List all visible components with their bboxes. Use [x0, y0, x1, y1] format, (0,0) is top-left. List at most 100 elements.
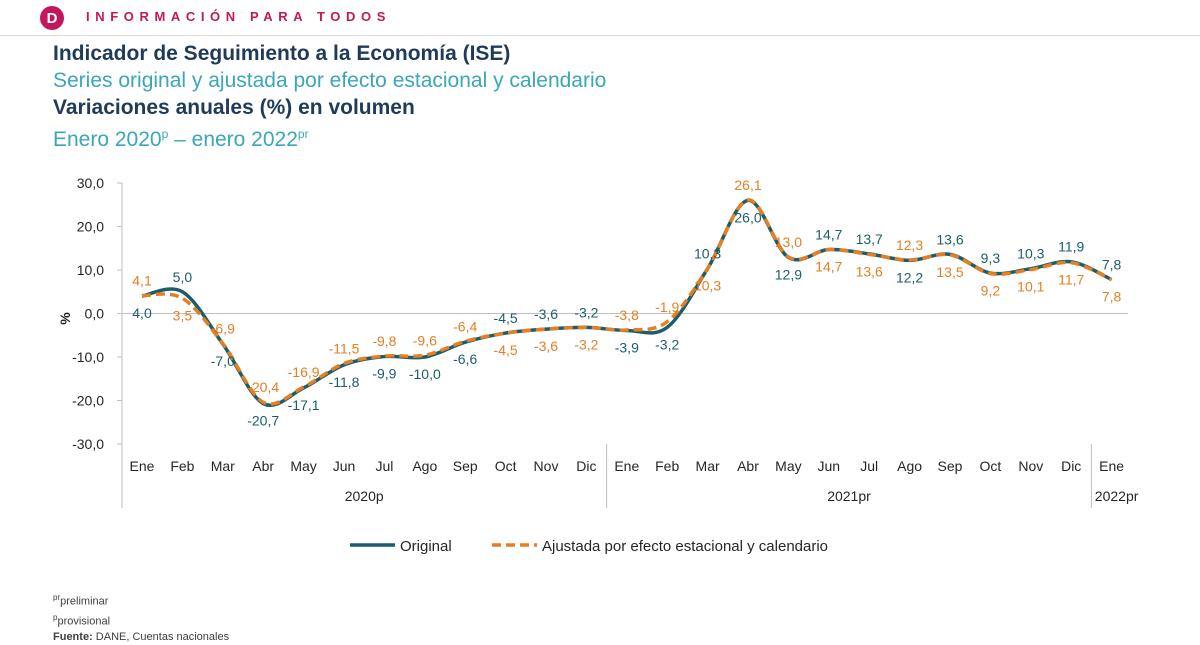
data-label-original: 26,0 — [734, 209, 761, 225]
x-tick-label: Ene — [1099, 458, 1124, 474]
x-tick-label: Nov — [1018, 458, 1043, 474]
data-label-original: -9,9 — [372, 366, 396, 382]
data-label-ajustada: 13,0 — [775, 234, 802, 250]
data-label-original: 4,0 — [132, 305, 152, 321]
data-label-ajustada: -4,5 — [494, 342, 518, 358]
dane-logo: D — [40, 6, 64, 30]
data-label-original: -3,2 — [655, 336, 679, 352]
x-tick-label: Oct — [495, 458, 517, 474]
header-banner: D INFORMACIÓN PARA TODOS — [0, 0, 1200, 36]
data-label-original: 12,9 — [775, 266, 802, 282]
data-label-original: 10,3 — [1017, 246, 1044, 262]
legend-label-ajustada: Ajustada por efecto estacional y calenda… — [542, 538, 828, 555]
footnote-preliminar: prpreliminar — [53, 593, 109, 608]
data-label-ajustada: 13,5 — [936, 264, 963, 280]
data-label-original: -3,2 — [574, 304, 598, 320]
data-label-ajustada: -9,8 — [372, 333, 396, 349]
year-label: 2021pr — [827, 488, 871, 504]
footnote-source: Fuente: DANE, Cuentas nacionales — [53, 631, 230, 644]
y-tick-label: 20,0 — [77, 219, 104, 235]
data-label-ajustada: -16,9 — [288, 364, 320, 380]
data-label-original: -4,5 — [494, 310, 518, 326]
data-label-ajustada: -9,6 — [413, 332, 437, 348]
chart-title-2: Variaciones anuales (%) en volumen — [53, 96, 415, 119]
data-label-original: -10,0 — [409, 366, 441, 382]
x-tick-label: Ago — [897, 458, 922, 474]
data-label-original: -20,7 — [247, 413, 279, 429]
period-start: Enero 2020 — [53, 128, 162, 151]
data-label-ajustada: -11,5 — [329, 341, 360, 357]
data-label-original: -3,9 — [615, 339, 639, 355]
data-label-original: -6,6 — [453, 351, 477, 367]
data-label-original: -3,6 — [534, 306, 558, 322]
footnote-provisional: pprovisional — [53, 612, 111, 628]
banner-tagline: INFORMACIÓN PARA TODOS — [86, 9, 391, 24]
data-label-ajustada: -6,4 — [453, 318, 477, 334]
data-label-original: 9,3 — [981, 250, 1001, 266]
data-label-ajustada: 11,7 — [1058, 272, 1084, 288]
x-tick-label: May — [290, 458, 316, 474]
data-label-original: 13,7 — [856, 231, 883, 247]
y-tick-label: 10,0 — [77, 262, 104, 278]
data-label-original: -17,1 — [288, 397, 320, 413]
x-tick-label: Nov — [534, 458, 559, 474]
y-tick-label: 30,0 — [77, 175, 104, 191]
data-label-original: 10,3 — [694, 246, 721, 262]
legend-label-original: Original — [400, 538, 452, 555]
year-label: 2020p — [345, 488, 384, 504]
data-label-ajustada: -6,9 — [211, 321, 235, 337]
x-tick-label: Feb — [170, 458, 194, 474]
data-label-ajustada: 14,7 — [815, 259, 842, 275]
chart-titles: Indicador de Seguimiento a la Economía (… — [53, 40, 1153, 153]
data-label-original: 13,6 — [936, 231, 963, 247]
data-label-ajustada: -3,8 — [615, 307, 639, 323]
x-tick-label: Mar — [211, 458, 235, 474]
line-chart: 30,0 20,0 10,0 0,0 -10,0 -20,0 -30,0% Ene Feb Mar… — [57, 175, 1139, 555]
x-tick-label: Ago — [412, 458, 437, 474]
chart-period: Enero 2020p – enero 2022pr — [53, 121, 1153, 153]
x-tick-label: Mar — [696, 458, 720, 474]
period-sep: – — [168, 128, 192, 151]
x-tick-label: Sep — [453, 458, 478, 474]
data-label-ajustada: -3,6 — [534, 338, 558, 354]
data-label-original: -11,8 — [329, 374, 360, 390]
data-label-original: 7,8 — [1102, 257, 1122, 273]
x-tick-label: Sep — [938, 458, 963, 474]
period-start-sup: p — [161, 127, 169, 141]
x-tick-label: Oct — [980, 458, 1002, 474]
year-label: 2022pr — [1095, 488, 1139, 504]
data-label-ajustada: -20,4 — [247, 379, 279, 395]
x-tick-label: Ene — [130, 458, 155, 474]
data-label-ajustada: 12,3 — [896, 237, 923, 253]
x-tick-label: Abr — [737, 458, 759, 474]
x-tick-label: Ene — [614, 458, 639, 474]
data-label-ajustada: 3,5 — [173, 307, 193, 323]
y-axis-label: % — [57, 312, 73, 325]
period-end: enero 2022 — [191, 128, 298, 151]
x-tick-label: Jul — [375, 458, 393, 474]
banner-divider — [0, 35, 1200, 36]
x-tick-label: Dic — [1061, 458, 1081, 474]
period-end-sup: pr — [297, 127, 309, 141]
x-tick-label: Feb — [655, 458, 679, 474]
data-label-original: -7,0 — [211, 353, 235, 369]
data-label-ajustada: -3,2 — [574, 336, 598, 352]
data-label-original: 11,9 — [1058, 239, 1084, 255]
data-label-ajustada: 10,1 — [1017, 279, 1044, 295]
data-label-ajustada: 4,1 — [132, 273, 152, 289]
data-label-ajustada: -1,9 — [655, 299, 679, 315]
x-tick-label: Dic — [576, 458, 596, 474]
data-label-original: 12,2 — [896, 269, 923, 285]
data-label-original: 5,0 — [173, 269, 193, 285]
y-tick-label: 0,0 — [85, 306, 105, 322]
x-tick-label: Jun — [818, 458, 841, 474]
data-label-ajustada: 9,2 — [981, 282, 1001, 298]
y-tick-label: -30,0 — [72, 436, 104, 452]
footnotes: prpreliminar pprovisional Fuente: DANE, … — [53, 590, 229, 645]
x-tick-label: Jul — [860, 458, 878, 474]
x-tick-label: Abr — [252, 458, 274, 474]
x-tick-label: Jun — [333, 458, 356, 474]
x-tick-label: May — [775, 458, 801, 474]
chart-subtitle: Series original y ajustada por efecto es… — [53, 69, 607, 92]
data-label-ajustada: 26,1 — [734, 177, 761, 193]
